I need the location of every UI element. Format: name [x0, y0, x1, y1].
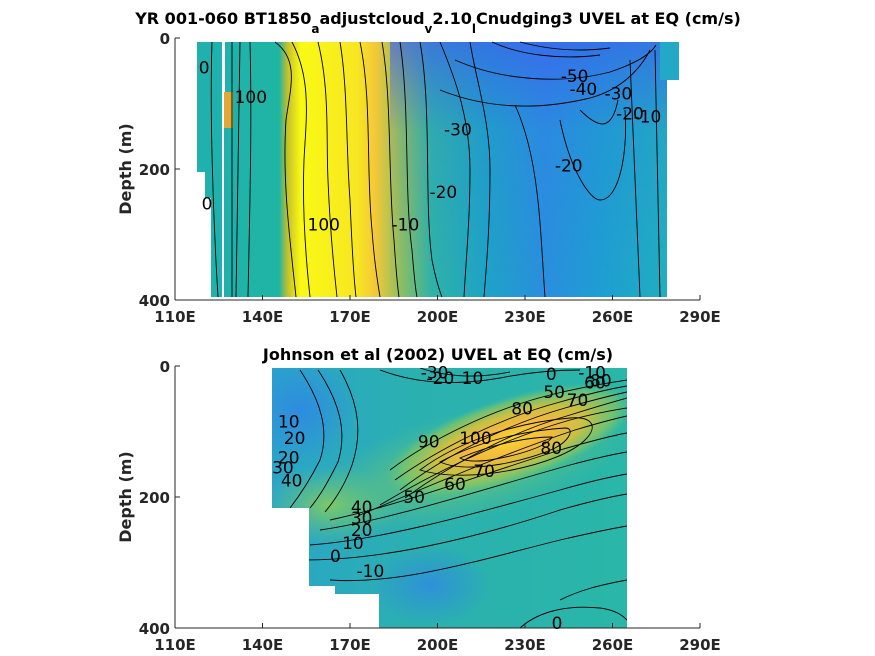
bottom-y-tick-label: 400: [139, 620, 170, 638]
bottom-contour-label: 10: [278, 413, 300, 433]
bottom-contour-label: 0: [330, 547, 341, 567]
top-title-sub-a: a: [311, 22, 319, 36]
top-contour-label: -20: [616, 104, 644, 124]
top-contour-label: 0: [199, 58, 210, 78]
top-contour-label: -10: [392, 216, 420, 236]
top-field: [197, 41, 679, 298]
top-contour-label: 0: [202, 195, 213, 215]
top-y-ticks: 0 200 400: [139, 30, 180, 310]
bottom-panel: Johnson et al (2002) UVEL at EQ (cm/s): [116, 345, 721, 654]
bottom-contour-label: 100: [459, 429, 491, 449]
top-contour-label: -30: [604, 85, 632, 105]
bottom-y-label: Depth (m): [116, 451, 135, 543]
top-contour-label: -20: [429, 183, 457, 203]
bottom-contours: [289, 368, 627, 628]
bottom-x-tick-label: 140E: [242, 636, 284, 654]
top-field-west-strip2: [205, 148, 222, 198]
top-x-tick-label: 140E: [242, 308, 284, 326]
top-field-east-ext: [660, 42, 679, 80]
top-y-tick-label: 400: [139, 292, 170, 310]
bottom-contour-label: -10: [357, 562, 385, 582]
bottom-contour-label: -10: [578, 364, 606, 384]
bottom-x-tick-label: 260E: [592, 636, 634, 654]
bottom-y-ticks: 0 200 400: [139, 358, 180, 638]
bottom-contour-label: 60: [584, 373, 606, 393]
top-contour-label: 100: [235, 88, 267, 108]
bottom-x-tick-label: 110E: [154, 636, 196, 654]
top-contour-label: -10: [634, 108, 662, 128]
top-y-tick-label: 0: [160, 30, 170, 48]
bottom-x-tick-label: 200E: [417, 636, 459, 654]
top-x-tick-label: 200E: [417, 308, 459, 326]
bottom-x-tick-label: 290E: [679, 636, 721, 654]
bottom-contour-label: 10: [462, 369, 484, 389]
top-contour-label: 100: [308, 216, 340, 236]
top-field-west-block3: [224, 128, 231, 297]
bottom-contour-label: -20: [427, 369, 455, 389]
bottom-x-tick-label: 230E: [504, 636, 546, 654]
top-x-ticks: 110E 140E 170E 200E 230E 260E 290E: [154, 295, 721, 326]
top-title-sub-l: l: [472, 22, 476, 36]
bottom-contour-label: 0: [552, 614, 563, 634]
bottom-x-tick-label: 170E: [329, 636, 371, 654]
top-x-tick-label: 230E: [504, 308, 546, 326]
bottom-contour-label: 20: [278, 449, 300, 469]
bottom-contour-label: 80: [540, 439, 562, 459]
bottom-contour-label: 10: [342, 534, 364, 554]
top-contour-label: -50: [561, 67, 589, 87]
top-contour-label: -40: [569, 80, 597, 100]
bottom-field-south-blue: [370, 545, 490, 625]
top-panel: YR 001-060 BT1850aadjustcloudv2.10lCnudg…: [116, 9, 741, 326]
top-x-tick-label: 260E: [592, 308, 634, 326]
bottom-contour-label: 0: [546, 365, 557, 385]
top-x-tick-label: 110E: [154, 308, 196, 326]
top-field-west-block2: [224, 92, 233, 128]
top-title-sub-v: v: [425, 22, 433, 36]
bottom-contour-label: 90: [418, 432, 440, 452]
bottom-contour-label: 20: [284, 429, 306, 449]
bottom-contour-label: -30: [421, 364, 449, 384]
top-field-west-strip3: [211, 195, 222, 297]
top-field-blue-overlay: [231, 42, 667, 297]
top-field-west-block: [225, 42, 231, 92]
bottom-contour-label: 30: [272, 459, 294, 479]
bottom-y-tick-label: 0: [160, 358, 170, 376]
top-x-tick-label: 170E: [329, 308, 371, 326]
bottom-contour-label: 50: [403, 488, 425, 508]
top-y-tick-label: 200: [139, 161, 170, 179]
bottom-contour-label: 40: [281, 472, 303, 492]
top-x-tick-label: 290E: [679, 308, 721, 326]
bottom-field-west-blue: [272, 368, 360, 465]
bottom-contour-label: 40: [351, 498, 373, 518]
bottom-contour-label: 20: [351, 521, 373, 541]
bottom-x-ticks: 110E 140E 170E 200E 230E 260E 290E: [154, 623, 721, 654]
top-contour-label: -20: [555, 157, 583, 177]
top-axes: 110E 140E 170E 200E 230E 260E 290E 0 200 400: [139, 30, 721, 326]
bottom-contour-label: 60: [444, 475, 466, 495]
bottom-field: [272, 368, 627, 628]
top-title: YR 001-060 BT1850aadjustcloudv2.10lCnudg…: [134, 9, 741, 36]
bottom-contour-label: 30: [351, 509, 373, 529]
bottom-contour-label: 50: [543, 383, 565, 403]
bottom-contour-label: 70: [473, 462, 495, 482]
top-contour-label: -30: [444, 121, 472, 141]
bottom-title: Johnson et al (2002) UVEL at EQ (cm/s): [262, 345, 613, 364]
bottom-contour-label: 80: [511, 400, 533, 420]
bottom-y-tick-label: 200: [139, 489, 170, 507]
bottom-contour-label: 80: [590, 371, 612, 391]
top-y-label: Depth (m): [116, 123, 135, 215]
bottom-contour-label: 70: [567, 391, 589, 411]
top-contours: [210, 41, 661, 298]
